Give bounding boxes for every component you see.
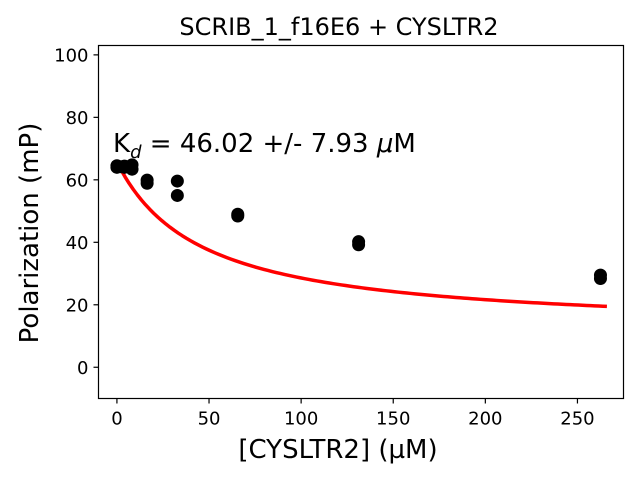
x-tick-label: 150 [376,409,410,430]
y-tick-label: 100 [54,45,88,66]
data-point [140,176,154,190]
y-tick-label: 80 [66,108,89,129]
x-tick-label: 0 [111,409,122,430]
y-tick-label: 40 [66,233,89,254]
kd-value: = 46.02 +/- 7.93 [142,129,377,159]
data-point [593,272,607,286]
plot-area [110,158,607,309]
kd-symbol: K [113,129,131,159]
y-axis-ticks: 0 20 40 60 80 100 [54,45,99,379]
kd-unit-mu: μ [376,129,394,159]
chart-title: SCRIB_1_f16E6 + CYSLTR2 [179,13,498,41]
kd-unit-rest: M [393,129,415,159]
y-axis-label: Polarization (mP) [15,123,45,344]
x-axis-ticks: 0 50 100 150 200 250 [111,398,595,430]
y-tick-label: 20 [66,295,89,316]
data-point [170,188,184,202]
x-tick-label: 250 [560,409,594,430]
data-point [170,174,184,188]
fit-curve [115,161,607,309]
x-axis-label: [CYSLTR2] (µM) [238,435,437,465]
x-tick-label: 50 [198,409,221,430]
x-tick-label: 200 [468,409,502,430]
kd-annotation: Kd = 46.02 +/- 7.93 μM [113,129,416,163]
y-tick-label: 0 [77,358,88,379]
y-tick-label: 60 [66,170,89,191]
x-tick-label: 100 [284,409,318,430]
plot-frame [97,44,625,400]
data-point [352,238,366,252]
data-point [231,209,245,223]
data-point [125,162,139,176]
kd-subscript: d [130,142,142,163]
